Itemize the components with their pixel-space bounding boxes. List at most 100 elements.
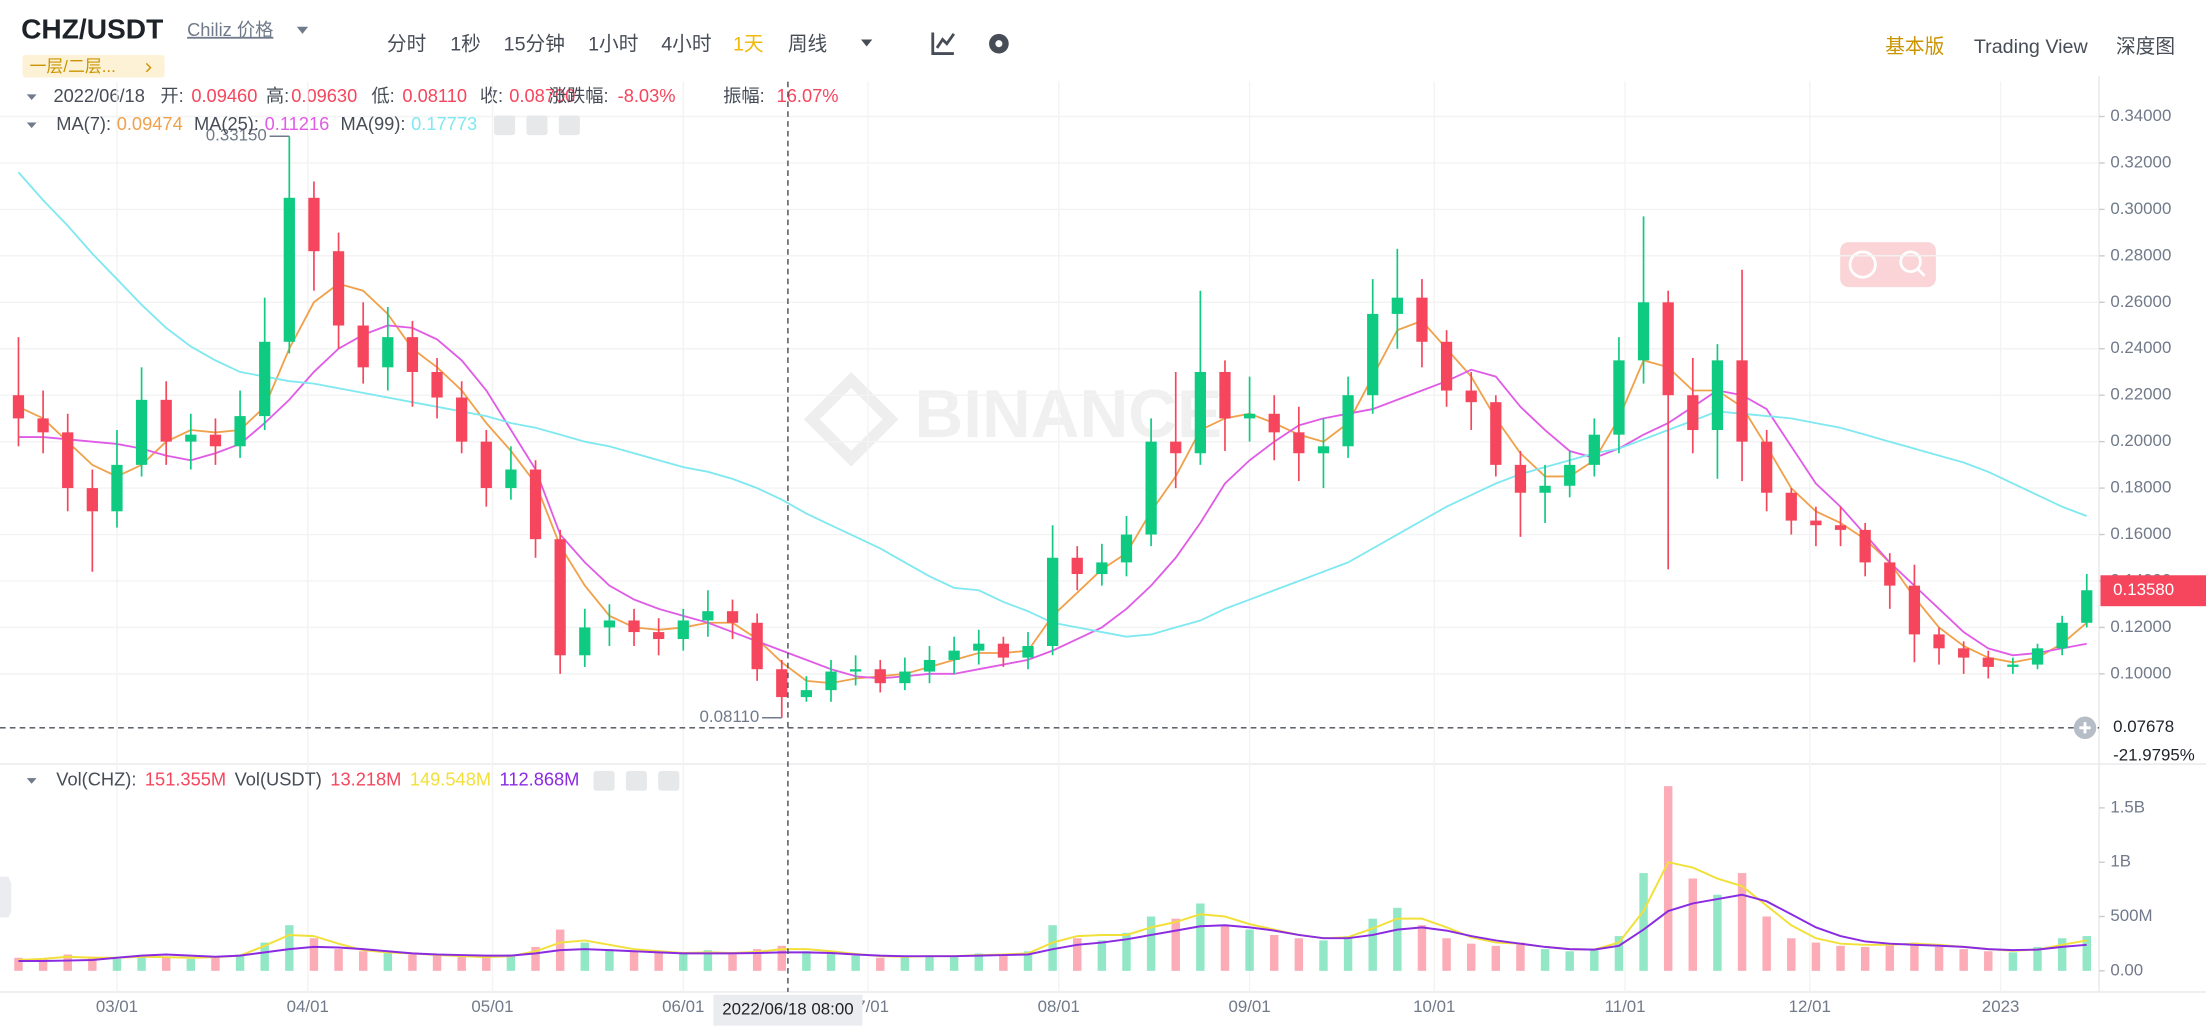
candle-body (948, 650, 960, 660)
drawer-tab[interactable] (0, 876, 12, 918)
interval-tab[interactable]: 周线 (788, 33, 827, 55)
volume-bar (408, 954, 417, 971)
candle-body (825, 671, 837, 691)
ai-icon (1848, 250, 1877, 279)
volume-bar (1491, 945, 1501, 971)
symbol[interactable]: CHZ/USDT (21, 13, 163, 44)
legend-icon[interactable] (658, 771, 680, 791)
candle-body (726, 611, 739, 623)
candle-body (160, 399, 172, 442)
candle-body (677, 620, 689, 640)
volume-bar (235, 954, 245, 971)
volume-bar (1516, 942, 1525, 971)
volume-bar (1787, 938, 1796, 971)
volume-bar (1688, 878, 1698, 971)
ma-legend-name: MA(99): (341, 113, 406, 134)
volume-bar (112, 958, 122, 971)
legend-value: 0.08110 (402, 85, 467, 106)
candle-body (1834, 525, 1847, 530)
candle-body (382, 337, 394, 368)
volume-bar (1590, 950, 1599, 971)
volume-legend-name: Vol(USDT) (235, 769, 322, 790)
candle-body (456, 397, 468, 442)
coin-name[interactable]: Chiliz 价格 (187, 19, 273, 40)
candle-body (1711, 360, 1724, 431)
settings-icon-hole (995, 40, 1003, 48)
interval-tab[interactable]: 1秒 (450, 33, 481, 55)
volume-bar (1245, 929, 1254, 971)
candle-body (406, 337, 419, 372)
interval-tab[interactable]: 1小时 (588, 33, 638, 55)
ai-button[interactable] (1840, 242, 1936, 288)
volume-bar (1294, 938, 1304, 971)
watermark-logo (803, 371, 899, 467)
volume-bar (1269, 934, 1279, 971)
candle-body (1145, 441, 1157, 535)
tag[interactable]: 一层/二层... (30, 57, 116, 76)
annotation-label: 0.33150 (206, 126, 267, 145)
candle-body (1884, 562, 1896, 586)
x-tick-label: 2023 (1982, 997, 2020, 1016)
ma-legend-name: MA(7): (56, 113, 111, 134)
interval-tab[interactable]: 分时 (387, 33, 426, 55)
candle-body (332, 251, 345, 326)
candle-body (1736, 360, 1748, 442)
candle-body (1096, 562, 1108, 575)
candle-body (1785, 492, 1797, 521)
legend-label: 振幅: (723, 85, 765, 106)
candle-body (2081, 590, 2093, 623)
candle-body (997, 643, 1009, 658)
candle-body (702, 611, 714, 621)
view-tab[interactable]: Trading View (1974, 36, 2089, 58)
legend-icon[interactable] (625, 771, 647, 791)
volume-bar (1343, 936, 1353, 971)
interval-tab[interactable]: 15分钟 (504, 33, 565, 55)
legend-icon[interactable] (558, 115, 580, 136)
candle-body (12, 395, 25, 419)
view-tab-active[interactable]: 基本版 (1885, 36, 1944, 58)
more-intervals[interactable] (861, 39, 873, 47)
candle-body (1391, 297, 1403, 314)
candle-body (480, 441, 492, 489)
indicator-icon[interactable] (931, 32, 956, 55)
collapse-arrow[interactable] (26, 122, 37, 129)
y-tick-label: 0.32000 (2110, 152, 2171, 171)
volume-bar (1122, 932, 1131, 971)
candle-body (1958, 648, 1970, 658)
y-tick-label: 0.18000 (2110, 478, 2171, 497)
legend-icon[interactable] (526, 115, 548, 136)
volume-bar (900, 956, 910, 971)
candle-body (1613, 360, 1625, 435)
volume-legend-name: Vol(CHZ): (56, 769, 136, 790)
x-tick-label: 08/01 (1038, 997, 1080, 1016)
volume-bar (1934, 946, 1944, 971)
volume-bar (1393, 907, 1402, 971)
candle-body (209, 434, 222, 447)
candle-body (1982, 657, 1994, 667)
candle-body (1170, 441, 1182, 454)
candle-body (431, 371, 443, 398)
interval-tab[interactable]: 4小时 (661, 33, 711, 55)
collapse-arrow[interactable] (26, 94, 37, 100)
volume-bar (1959, 949, 1968, 971)
tag-box[interactable] (22, 54, 165, 78)
legend-icon[interactable] (494, 115, 516, 136)
legend-label: 涨跌幅: (549, 85, 609, 106)
volume-bar (457, 956, 466, 971)
dropdown-arrow[interactable] (296, 26, 309, 34)
volume-bar (2057, 938, 2067, 971)
collapse-arrow[interactable] (26, 778, 37, 784)
candle-body (1465, 390, 1477, 403)
ma-legend-value: 0.09474 (117, 113, 183, 134)
candle-body (1268, 413, 1280, 433)
y-tick-label: 0.30000 (2110, 199, 2171, 218)
candle-body (259, 341, 271, 417)
candle-body (62, 432, 74, 489)
view-tab[interactable]: 深度图 (2116, 36, 2175, 58)
y-tick-label: 0.10000 (2110, 663, 2171, 682)
candle-body (283, 197, 295, 342)
candle-body (874, 669, 886, 684)
interval-tab-active[interactable]: 1天 (733, 33, 764, 55)
legend-icon[interactable] (593, 771, 615, 791)
